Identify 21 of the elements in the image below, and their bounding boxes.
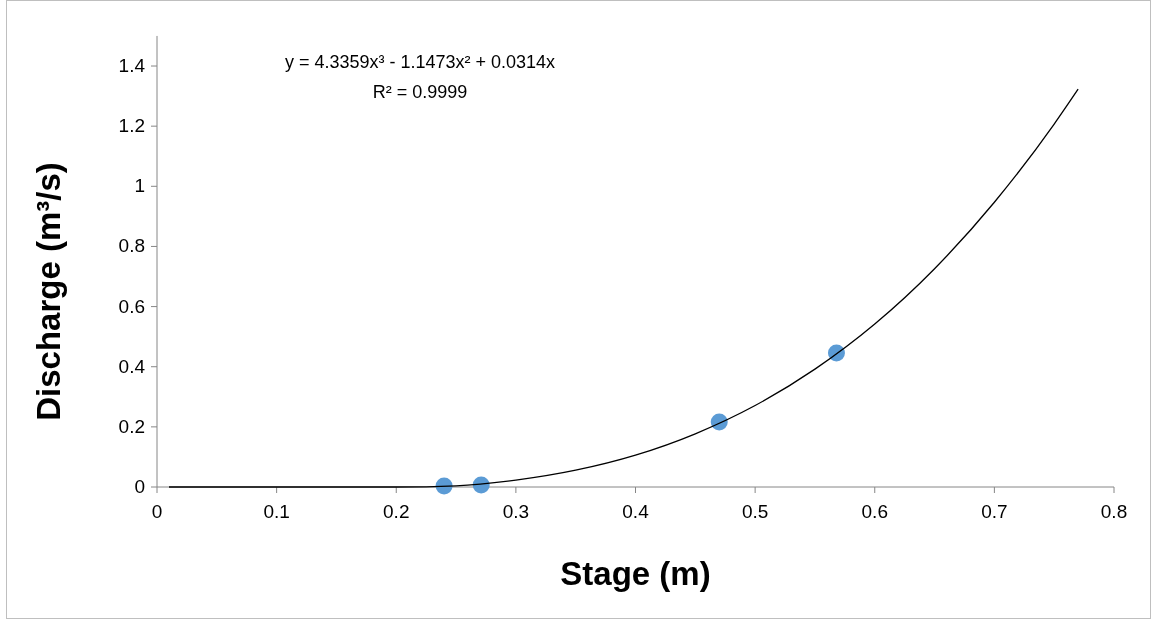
y-tick-label: 0.4	[118, 355, 146, 377]
y-tick-label: 1.2	[118, 115, 145, 137]
x-tick-label: 0.3	[502, 501, 530, 522]
y-tick-label: 1	[134, 175, 145, 197]
y-tick-label: 0.8	[118, 235, 145, 257]
annotation: R² = 0.9999	[372, 82, 468, 102]
y-tick-label: 0.2	[118, 415, 145, 437]
x-axis-title: Stage (m)	[560, 555, 711, 592]
annotation: y = 4.3359x³ - 1.1473x² + 0.0314x	[284, 52, 556, 72]
x-tick-label: 0.8	[1100, 501, 1128, 522]
y-axis-title: Discharge (m³/s)	[30, 162, 67, 421]
x-tick-label: 0.4	[622, 501, 650, 522]
x-tick-label: 0.7	[981, 501, 1008, 522]
x-tick-label: 0	[151, 501, 163, 522]
x-tick-label: 0.5	[741, 501, 769, 522]
y-tick-label: 0.6	[118, 295, 145, 317]
y-tick-label: 1.4	[118, 55, 146, 77]
x-tick-label: 0.2	[383, 501, 410, 522]
x-tick-label: 0.1	[263, 501, 290, 522]
y-tick-label: 0	[134, 476, 145, 497]
x-tick-label: 0.6	[861, 501, 888, 522]
